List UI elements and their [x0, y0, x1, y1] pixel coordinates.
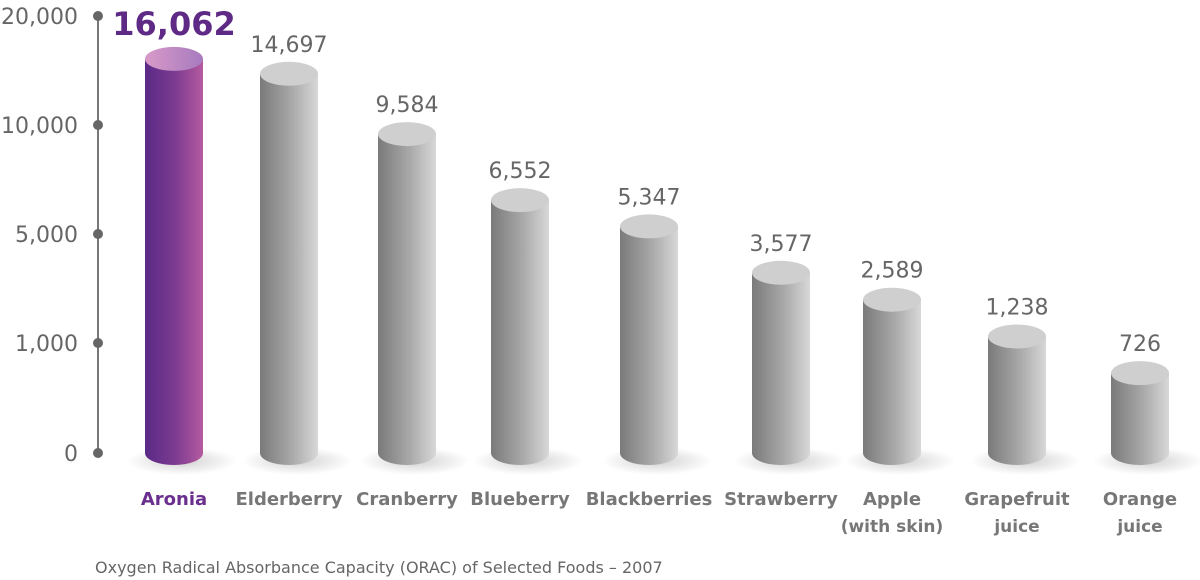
y-axis-tick-label: 1,000 [15, 332, 78, 357]
x-axis-category-label: Cranberry [356, 489, 458, 510]
bar-value-label: 3,577 [750, 232, 813, 257]
x-axis-category-label: Blueberry [470, 489, 570, 510]
bar-top [491, 188, 549, 213]
bar-value-label: 1,238 [986, 296, 1049, 321]
bar-body [491, 200, 549, 466]
bar-body [1111, 373, 1169, 465]
x-axis-category-label: Aronia [141, 489, 207, 510]
y-axis-tick-label: 20,000 [1, 5, 78, 30]
bar-top [620, 214, 678, 239]
bar-body [752, 272, 810, 465]
bar-top [145, 46, 203, 71]
y-axis-tick-dot [93, 11, 103, 21]
y-axis-tick-label: 5,000 [15, 223, 78, 248]
bar-body [260, 73, 318, 465]
bar-value-label: 9,584 [376, 93, 439, 118]
bar-top [1111, 361, 1169, 386]
x-axis-category-label: Apple [863, 489, 921, 510]
bar-top [752, 260, 810, 285]
bar-top [988, 324, 1046, 349]
bar-top [863, 287, 921, 312]
x-axis-category-label: juice [993, 517, 1039, 537]
x-axis-category-label: Elderberry [235, 489, 342, 510]
y-axis-tick-dot [93, 338, 103, 348]
bar-body [863, 299, 921, 465]
bar-value-label: 16,062 [112, 5, 235, 43]
chart-caption: Oxygen Radical Absorbance Capacity (ORAC… [95, 558, 663, 577]
y-axis-tick-dot [93, 448, 103, 458]
y-axis-tick-label: 0 [64, 442, 78, 467]
bar-top [260, 61, 318, 86]
x-axis-category-label: Orange [1103, 489, 1177, 510]
bar-body [378, 134, 436, 466]
bar-value-label: 5,347 [618, 185, 681, 210]
bar-value-label: 6,552 [489, 159, 552, 184]
x-axis-category-label: Strawberry [724, 489, 838, 510]
bar-body [145, 58, 203, 466]
bar-value-label: 2,589 [861, 259, 924, 284]
bar-top [378, 122, 436, 147]
y-axis-tick-dot [93, 120, 103, 130]
x-axis-category-label: Blackberries [586, 489, 713, 510]
x-axis-category-label: Grapefruit [964, 489, 1070, 510]
x-axis-category-label: juice [1116, 517, 1162, 537]
y-axis-tick-label: 10,000 [1, 114, 78, 139]
bar-value-label: 14,697 [251, 33, 328, 58]
bar-body [620, 226, 678, 465]
y-axis-tick-dot [93, 229, 103, 239]
bar-value-label: 726 [1119, 332, 1161, 357]
x-axis-category-label: (with skin) [841, 517, 944, 537]
bar-body [988, 336, 1046, 465]
